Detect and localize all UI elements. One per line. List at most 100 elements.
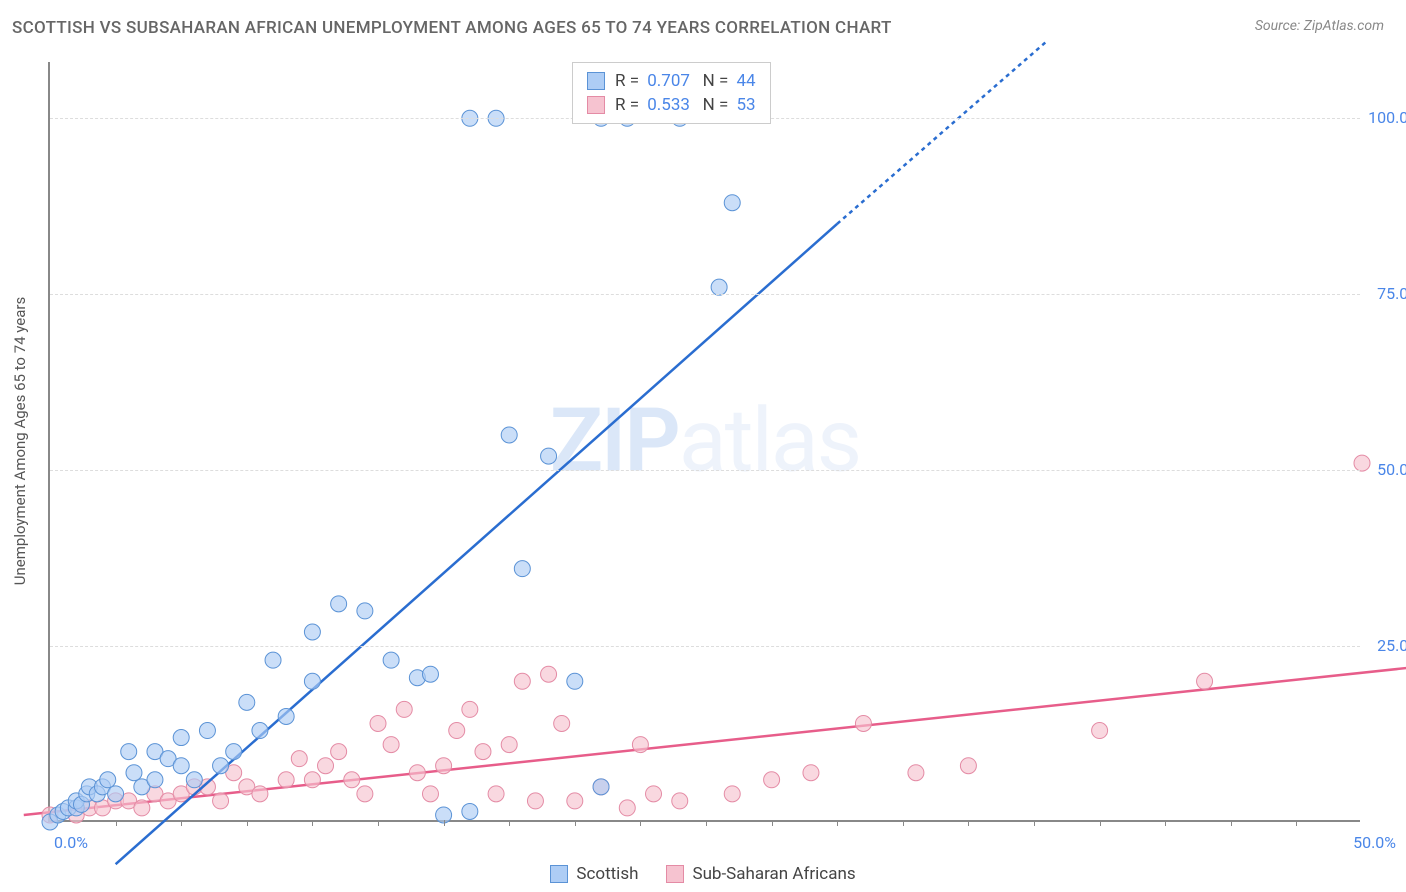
data-point	[593, 779, 609, 795]
gridline	[50, 294, 1360, 295]
legend-swatch	[550, 865, 568, 883]
data-point	[396, 701, 412, 717]
y-axis-label: Unemployment Among Ages 65 to 74 years	[11, 297, 29, 585]
data-point	[278, 772, 294, 788]
x-minor-tick	[968, 820, 969, 826]
legend-series: Scottish Sub-Saharan Africans	[0, 864, 1406, 888]
data-point	[488, 786, 504, 802]
x-minor-tick	[640, 820, 641, 826]
data-point	[318, 758, 334, 774]
x-minor-tick	[116, 820, 117, 826]
data-point	[475, 744, 491, 760]
x-minor-tick	[378, 820, 379, 826]
data-point	[960, 758, 976, 774]
legend-swatch	[587, 96, 605, 114]
data-point	[100, 772, 116, 788]
legend-correlation: R = 0.707 N = 44R = 0.533 N = 53	[572, 62, 771, 124]
data-point	[541, 448, 557, 464]
data-point	[422, 666, 438, 682]
y-tick-label: 50.0%	[1377, 460, 1406, 479]
x-minor-tick	[181, 820, 182, 826]
data-point	[147, 772, 163, 788]
x-minor-tick	[444, 820, 445, 826]
data-point	[449, 723, 465, 739]
y-tick-label: 100.0%	[1368, 108, 1406, 127]
legend-stat-text: R = 0.533 N = 53	[615, 95, 756, 115]
data-point	[501, 737, 517, 753]
x-minor-tick	[509, 820, 510, 826]
data-point	[1092, 723, 1108, 739]
source-attribution: Source: ZipAtlas.com	[1255, 18, 1384, 34]
data-point	[764, 772, 780, 788]
data-point	[134, 800, 150, 816]
data-point	[554, 715, 570, 731]
data-point	[724, 195, 740, 211]
data-point	[409, 765, 425, 781]
x-minor-tick	[1231, 820, 1232, 826]
data-point	[331, 744, 347, 760]
data-point	[1197, 673, 1213, 689]
data-point	[541, 666, 557, 682]
data-point	[383, 737, 399, 753]
y-tick-label: 75.0%	[1377, 284, 1406, 303]
plot-area: Unemployment Among Ages 65 to 74 years Z…	[48, 62, 1360, 822]
x-minor-tick	[1165, 820, 1166, 826]
data-point	[213, 758, 229, 774]
legend-label: Sub-Saharan Africans	[692, 864, 855, 884]
data-point	[304, 624, 320, 640]
x-minor-tick	[1034, 820, 1035, 826]
data-point	[357, 786, 373, 802]
data-point	[711, 279, 727, 295]
x-minor-tick	[1100, 820, 1101, 826]
data-point	[514, 673, 530, 689]
data-point	[344, 772, 360, 788]
data-point	[239, 694, 255, 710]
legend-row: R = 0.707 N = 44	[587, 69, 756, 93]
data-point	[619, 800, 635, 816]
chart-container: SCOTTISH VS SUBSAHARAN AFRICAN UNEMPLOYM…	[0, 0, 1406, 892]
data-point	[304, 772, 320, 788]
data-point	[126, 765, 142, 781]
chart-svg	[50, 62, 1360, 820]
x-minor-tick	[312, 820, 313, 826]
x-minor-tick	[1296, 820, 1297, 826]
data-point	[803, 765, 819, 781]
data-point	[291, 751, 307, 767]
legend-swatch	[587, 72, 605, 90]
chart-title: SCOTTISH VS SUBSAHARAN AFRICAN UNEMPLOYM…	[12, 18, 892, 38]
x-minor-tick	[247, 820, 248, 826]
legend-item: Sub-Saharan Africans	[666, 864, 855, 884]
data-point	[213, 793, 229, 809]
x-minor-tick	[772, 820, 773, 826]
data-point	[108, 786, 124, 802]
data-point	[265, 652, 281, 668]
data-point	[1354, 455, 1370, 471]
data-point	[186, 772, 202, 788]
legend-item: Scottish	[550, 864, 638, 884]
data-point	[462, 803, 478, 819]
y-tick-label: 25.0%	[1377, 636, 1406, 655]
data-point	[422, 786, 438, 802]
data-point	[646, 786, 662, 802]
data-point	[357, 603, 373, 619]
data-point	[173, 758, 189, 774]
x-minor-tick	[837, 820, 838, 826]
data-point	[672, 793, 688, 809]
data-point	[567, 793, 583, 809]
data-point	[252, 786, 268, 802]
data-point	[252, 723, 268, 739]
data-point	[436, 758, 452, 774]
data-point	[383, 652, 399, 668]
data-point	[173, 730, 189, 746]
data-point	[908, 765, 924, 781]
legend-row: R = 0.533 N = 53	[587, 93, 756, 117]
x-tick-1: 50.0%	[1353, 833, 1396, 852]
data-point	[567, 673, 583, 689]
x-minor-tick	[706, 820, 707, 826]
data-point	[855, 715, 871, 731]
data-point	[331, 596, 347, 612]
data-point	[226, 744, 242, 760]
data-point	[514, 561, 530, 577]
data-point	[304, 673, 320, 689]
data-point	[278, 708, 294, 724]
